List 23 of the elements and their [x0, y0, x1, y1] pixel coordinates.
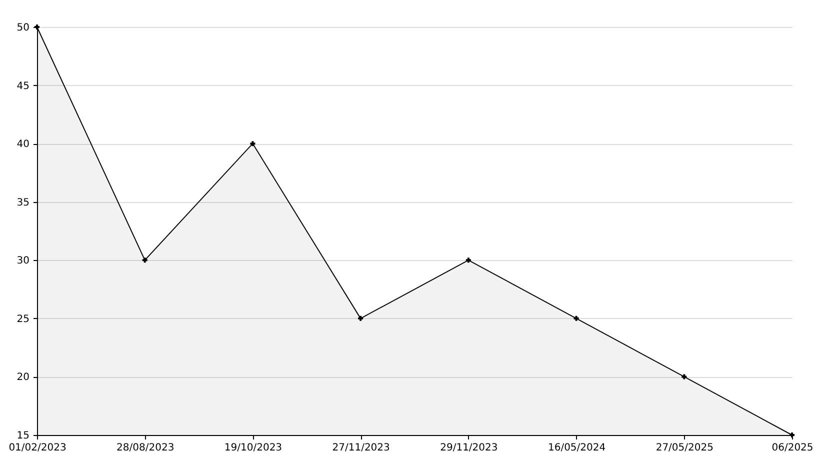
point — [142, 258, 148, 263]
y-tick-label: 30 — [16, 256, 30, 267]
x-tick-label: 16/05/2024 — [548, 442, 606, 454]
point — [790, 432, 794, 438]
x-tick-label: 01/02/2023 — [8, 442, 66, 454]
x-tick-label: 19/10/2023 — [224, 442, 282, 454]
point — [466, 258, 471, 263]
x-tick-label: 06/2025 — [772, 442, 814, 454]
y-tick-label: 45 — [16, 80, 30, 92]
x-tick-label: 27/05/2025 — [656, 442, 714, 454]
x-tick-label: 27/11/2023 — [332, 442, 390, 454]
point — [358, 316, 364, 321]
y-tick-label: 35 — [16, 197, 30, 208]
point — [574, 316, 579, 321]
y-tick-label: 20 — [16, 372, 30, 384]
x-tick-label: 29/11/2023 — [440, 442, 498, 454]
y-tick-label: 50 — [16, 22, 30, 34]
y-tick-label: 40 — [16, 139, 30, 150]
x-tick-label: 28/08/2023 — [116, 442, 174, 454]
y-tick-label: 15 — [16, 430, 30, 442]
point — [250, 141, 256, 146]
point — [682, 374, 687, 380]
y-tick-label: 25 — [16, 314, 30, 325]
